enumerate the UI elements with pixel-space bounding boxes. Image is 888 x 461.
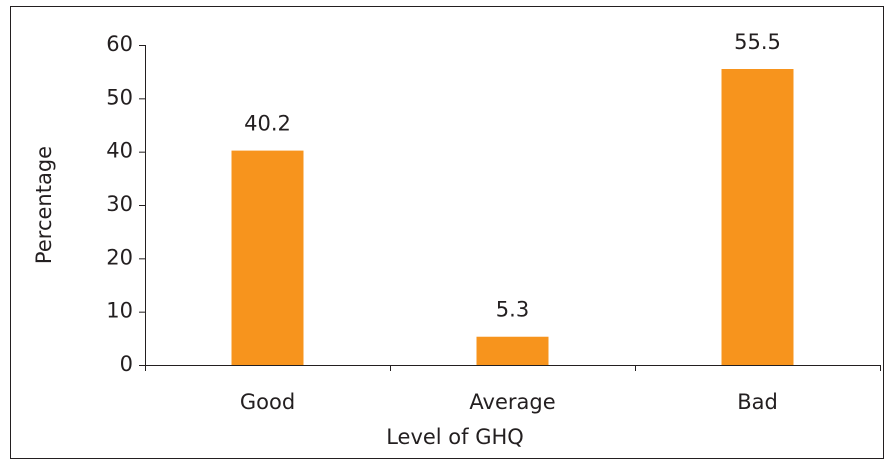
data-label: 5.3: [496, 298, 529, 322]
y-tick-label: 20: [106, 245, 133, 269]
y-tick-label: 40: [106, 139, 133, 163]
data-label: 55.5: [734, 30, 781, 54]
bar: [476, 336, 549, 365]
bar: [721, 69, 794, 365]
y-tick-label: 30: [106, 192, 133, 216]
chart-border: [10, 6, 884, 459]
y-tick-label: 50: [106, 85, 133, 109]
x-axis-label: Level of GHQ: [386, 425, 524, 449]
y-tick-label: 10: [106, 299, 133, 323]
y-tick-label: 0: [120, 352, 133, 376]
y-tick-label: 60: [106, 32, 133, 56]
bar: [231, 150, 304, 365]
y-axis-label: Percentage: [32, 146, 56, 264]
x-tick-label: Average: [469, 390, 555, 414]
x-tick-label: Good: [240, 390, 295, 414]
x-tick-label: Bad: [737, 390, 778, 414]
data-label: 40.2: [244, 112, 291, 136]
